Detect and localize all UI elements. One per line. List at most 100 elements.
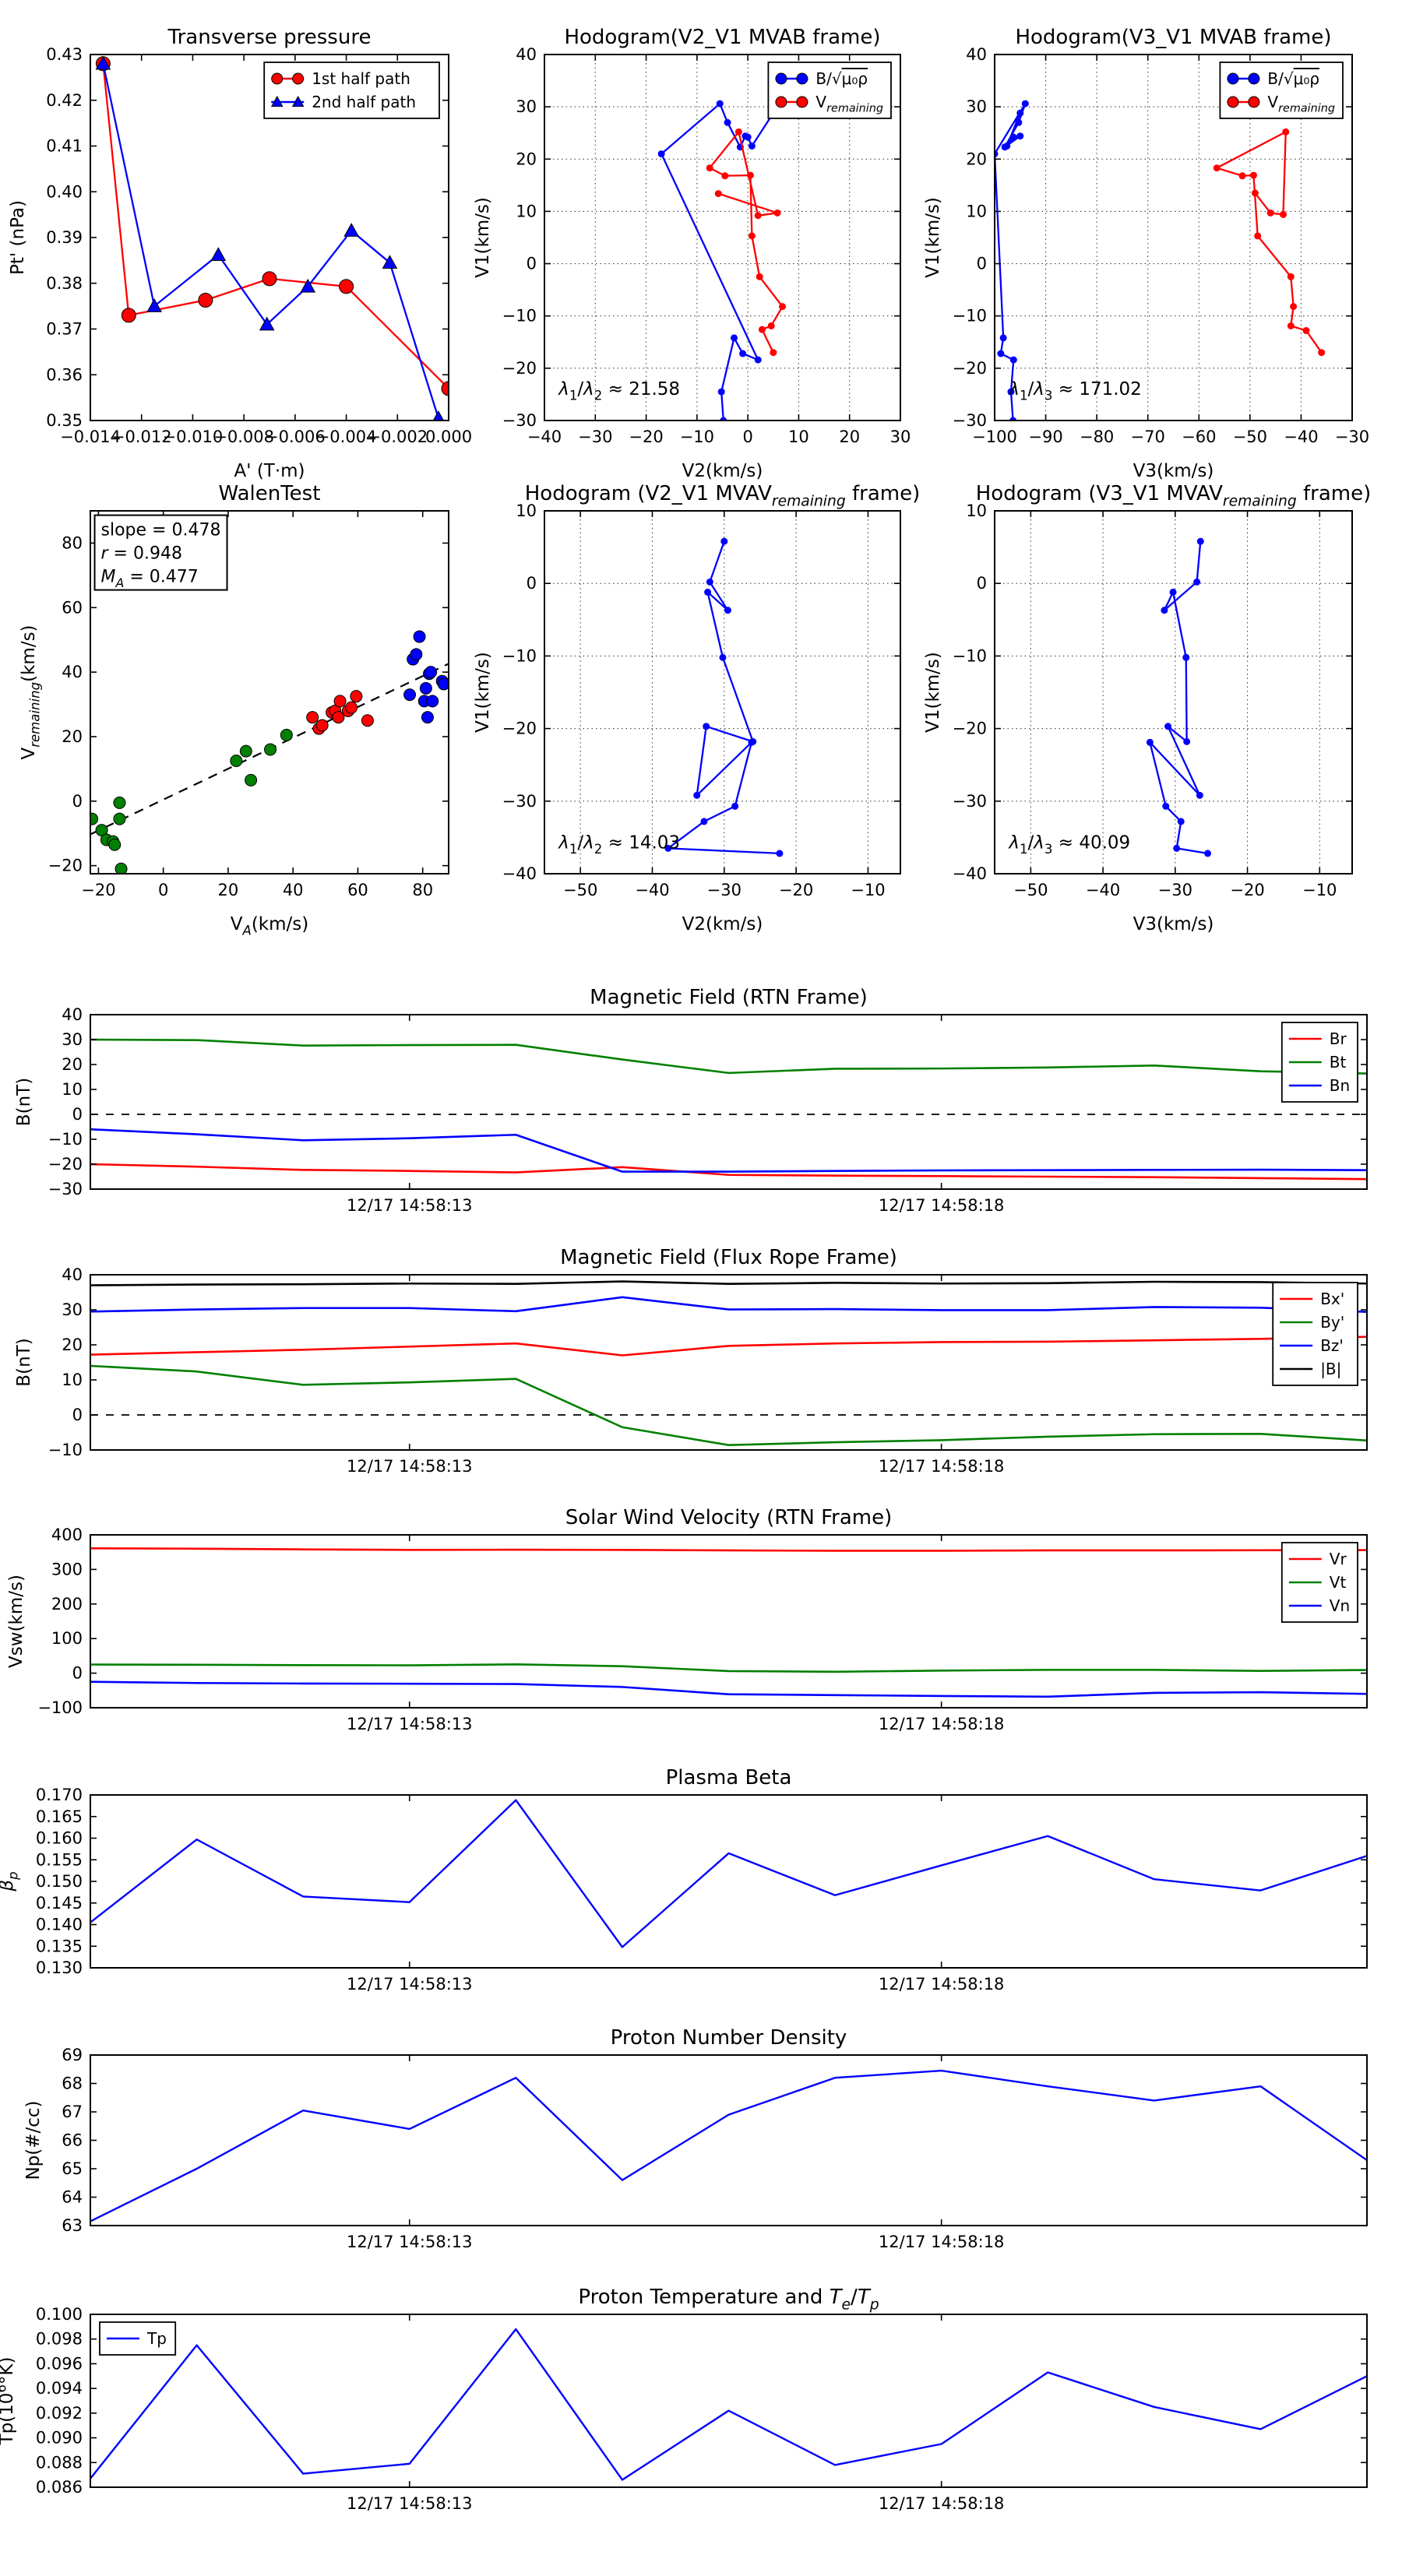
marker-circle [1248, 72, 1260, 85]
y-tick-label: 0.094 [36, 2379, 83, 2398]
legend-label: B/√μ₀ρ [815, 69, 868, 88]
marker-dot [1251, 189, 1259, 197]
marker-dot [716, 100, 724, 107]
marker-dot [773, 209, 781, 216]
x-tick-label: −20 [779, 881, 813, 899]
x-tick-label: 12/17 14:58:13 [347, 2233, 473, 2251]
series-group [664, 537, 784, 857]
series-group [1146, 537, 1212, 857]
x-axis-label: V3(km/s) [1133, 461, 1214, 481]
series-line-1st half path [102, 63, 449, 389]
series-line-2nd half path [102, 63, 439, 419]
chart-canvas-hodogram-v2v1-mvab: −40 −30 −20 −10 0 10 20 30−30−20−10010203040Hod… [473, 26, 911, 481]
marker-circle [361, 714, 374, 727]
y-tick-label: −10 [953, 646, 987, 665]
marker-circle [264, 743, 277, 756]
chart-hodogram-v2v1-mvav: −50 −40 −30 −20 −10 −40 −30 −20 −10 0 10 Hodogram (… [428, 468, 932, 962]
series-line-Vt [90, 1663, 1367, 1673]
x-tick-label: 12/17 14:58:13 [347, 2494, 473, 2513]
chart-title-magnetic-field-flux-rope: Magnetic Field (Flux Rope Frame) [560, 1246, 897, 1269]
marker-circle [413, 630, 426, 643]
y-tick-label: 66 [62, 2131, 83, 2150]
chart-hodogram-v2v1-mvab: −40 −30 −20 −10 0 10 20 30 −30 −20 −10 0 10 20 30 40 Hod… [428, 12, 932, 509]
series-group [90, 1280, 1367, 1447]
stats-line: r = 0.948 [101, 544, 182, 564]
y-tick-label: 0.088 [36, 2453, 83, 2472]
x-tick-label: 12/17 14:58:13 [347, 1975, 473, 1994]
chart-title-transverse-pressure: Transverse pressure [167, 26, 372, 49]
y-tick-label: 0.38 [46, 274, 83, 293]
marker-circle [421, 711, 434, 724]
x-tick-label: 20 [839, 428, 860, 446]
marker-dot [770, 349, 777, 357]
marker-dot [720, 537, 728, 545]
x-tick-label: 12/17 14:58:18 [879, 1196, 1005, 1215]
x-axis-label: VA(km/s) [231, 914, 308, 938]
y-tick-label: 0.39 [46, 228, 83, 247]
legend-label: Tp [146, 2329, 167, 2348]
x-tick-label: −0.002 [367, 428, 428, 446]
x-tick-label: −10 [680, 428, 714, 446]
y-tick-label: 0.086 [36, 2478, 83, 2497]
marker-triangle [343, 223, 359, 237]
marker-triangle [382, 255, 398, 269]
legend-label: Bx' [1320, 1290, 1344, 1308]
marker-dot [1302, 327, 1310, 335]
marker-dot [1021, 100, 1029, 107]
marker-dot [776, 850, 784, 857]
y-axis-label: V1(km/s) [923, 652, 943, 733]
y-tick-label: 80 [62, 533, 83, 552]
x-tick-label: −40 [635, 881, 669, 899]
y-axis-label: Np(#/cc) [23, 2100, 44, 2180]
chart-transverse-pressure: −0.014 −0.012 −0.010 −0.008 −0.006 −0.004 −0.0… [0, 12, 480, 509]
marker-dot [731, 802, 739, 810]
marker-circle [245, 773, 258, 787]
marker-circle [1227, 96, 1239, 108]
marker-circle [271, 72, 284, 85]
y-tick-label: 0.140 [36, 1916, 83, 1934]
x-tick-label: −30 [707, 881, 742, 899]
marker-dot [700, 818, 708, 825]
marker-dot [999, 334, 1007, 342]
marker-dot [758, 326, 766, 333]
annotation-text: λ1/λ2 ≈ 21.58 [557, 379, 680, 403]
marker-circle [113, 796, 126, 809]
y-tick-label: 63 [62, 2216, 83, 2235]
y-tick-label: 0.100 [36, 2305, 83, 2324]
x-axis-label: V2(km/s) [682, 461, 763, 481]
marker-dot [1282, 128, 1290, 135]
y-tick-label: −20 [502, 720, 537, 738]
marker-triangle [210, 247, 227, 262]
marker-dot [1177, 818, 1185, 825]
marker-dot [1290, 303, 1298, 311]
legend: 1st half path 2nd half path [263, 62, 440, 119]
series-group [95, 55, 449, 421]
x-tick-label: −0.006 [265, 428, 326, 446]
x-tick-label: 40 [283, 881, 304, 899]
marker-circle [114, 862, 128, 874]
legend-label: Vr [1330, 1550, 1347, 1568]
marker-circle [1227, 72, 1239, 85]
legend-label: Vt [1330, 1573, 1347, 1592]
legend: Vr Vt Vn [1280, 1542, 1358, 1623]
y-tick-label: 69 [62, 2046, 83, 2064]
x-tick-label: −20 [1230, 881, 1264, 899]
marker-dot [724, 118, 731, 126]
x-tick-label: −30 [1335, 428, 1369, 446]
series-group [90, 2069, 1367, 2222]
y-tick-label: 67 [62, 2103, 83, 2121]
marker-triangle [95, 55, 111, 70]
stats-line: slope = 0.478 [101, 521, 221, 540]
y-tick-label: 0.41 [46, 137, 83, 156]
y-tick-label: −20 [953, 359, 987, 378]
axes-frame [90, 510, 449, 875]
series-line-Tp [90, 2328, 1367, 2481]
axes-frame [90, 2314, 1368, 2488]
y-tick-label: 0.170 [36, 1786, 83, 1804]
marker-dot [1287, 322, 1295, 329]
y-tick-label: 20 [966, 150, 987, 168]
x-tick-label: 12/17 14:58:18 [879, 1975, 1005, 1994]
axes-frame [544, 54, 901, 421]
marker-dot [1183, 737, 1191, 745]
